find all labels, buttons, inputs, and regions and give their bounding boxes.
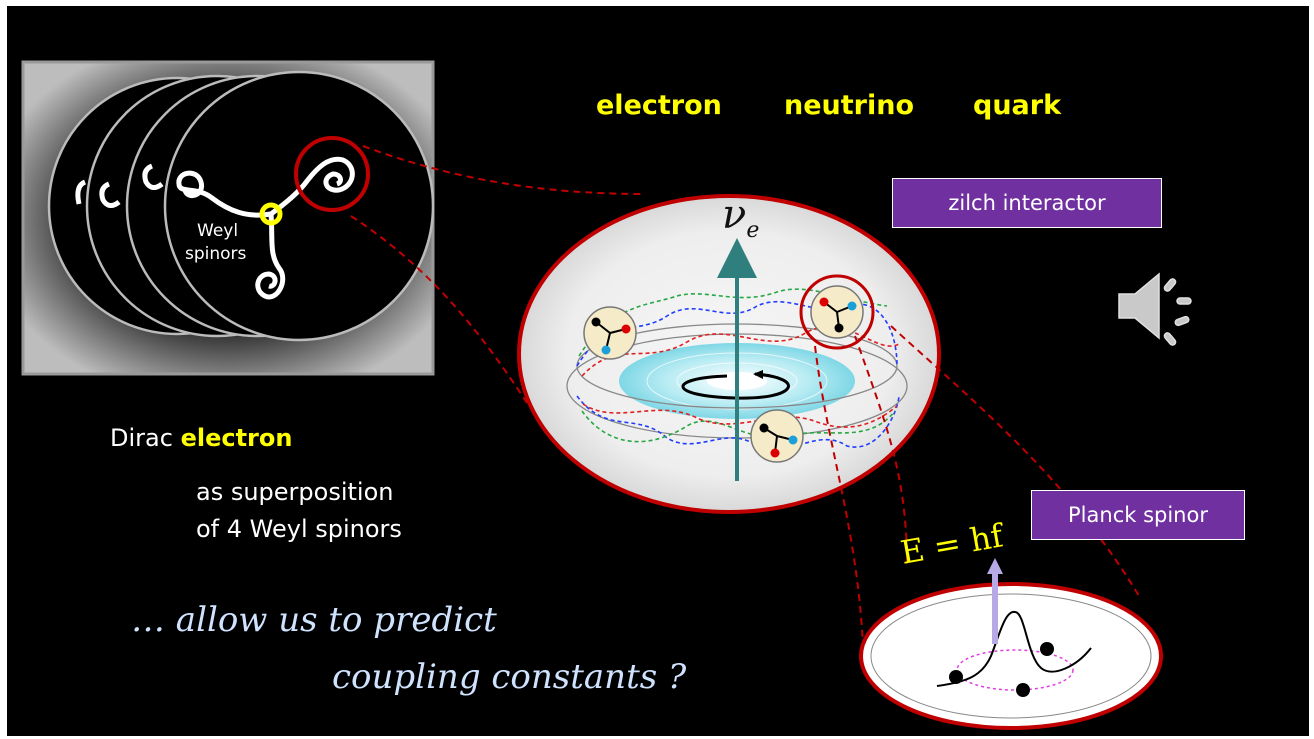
slide: electron neutrino quark zilch interactor… <box>7 6 1309 736</box>
dirac-electron-heading: Dirac electron <box>110 424 293 452</box>
zilch-interactor-box: zilch interactor <box>892 178 1162 228</box>
planck-spinor-oval <box>859 558 1163 730</box>
superposition-line2: of 4 Weyl spinors <box>196 515 402 543</box>
superposition-line1: as superposition <box>196 478 394 506</box>
center-node-icon <box>259 202 283 226</box>
spinor-bubble-icon <box>750 409 804 463</box>
spinor-bubble-icon <box>583 306 637 360</box>
weyl-label-line1: Weyl <box>197 221 239 241</box>
neutrino-oval <box>517 194 941 514</box>
predict-line2: coupling constants ? <box>332 657 687 697</box>
neutrino-subscript: e <box>746 218 760 243</box>
weyl-spiral-icon <box>176 156 355 300</box>
diagram-artwork <box>21 60 1192 730</box>
category-quark: quark <box>973 90 1062 121</box>
spinor-bubble-icon <box>799 274 875 350</box>
category-electron: electron <box>596 90 722 121</box>
speaker-icon[interactable] <box>1118 272 1192 346</box>
predict-line1: … allow us to predict <box>131 600 497 640</box>
neutrino-symbol: νe <box>722 192 760 243</box>
dirac-electron-highlight: electron <box>180 424 293 452</box>
weyl-label-line2: spinors <box>185 244 247 264</box>
planck-spinor-box: Planck spinor <box>1031 490 1245 540</box>
category-neutrino: neutrino <box>784 90 915 121</box>
weyl-spinor-inset <box>21 60 435 376</box>
